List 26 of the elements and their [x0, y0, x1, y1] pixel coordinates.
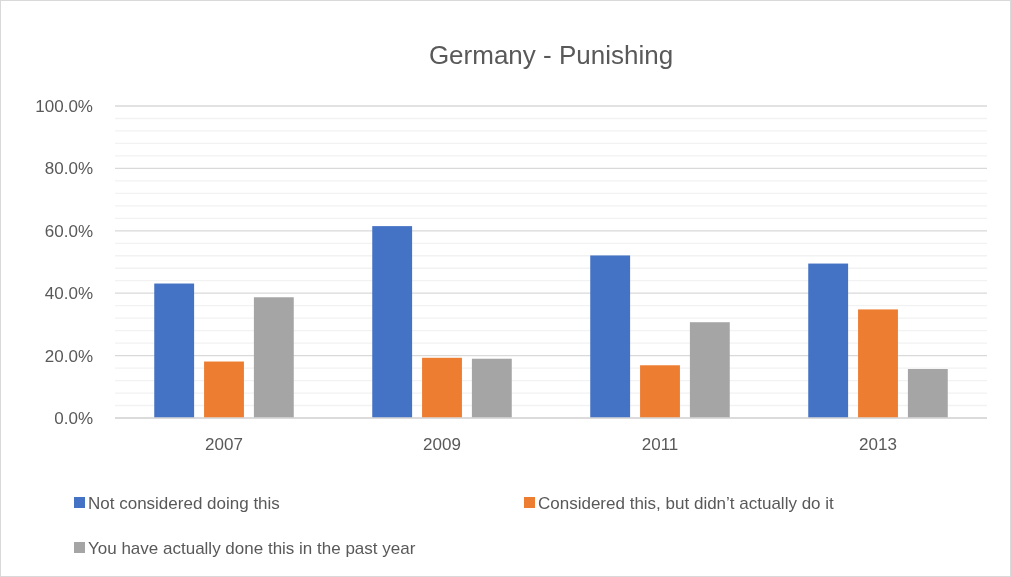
x-tick-label: 2013	[859, 435, 897, 454]
bar	[808, 263, 849, 418]
bar	[422, 357, 462, 418]
legend-label: Considered this, but didn’t actually do it	[538, 493, 835, 513]
x-tick-label: 2007	[205, 435, 243, 454]
bar	[640, 365, 680, 418]
bar	[858, 309, 898, 418]
bar	[471, 358, 512, 418]
y-tick-label: 100.0%	[35, 96, 93, 116]
bar	[590, 255, 631, 418]
bar	[372, 226, 413, 418]
chart-title: Germany - Punishing	[428, 40, 674, 70]
y-tick-label: 20.0%	[44, 346, 93, 366]
y-tick-label: 60.0%	[44, 221, 93, 241]
x-tick-label: 2009	[423, 435, 461, 454]
x-tick-label: 2011	[641, 435, 679, 454]
bar	[253, 297, 294, 418]
bar	[204, 361, 244, 418]
bar	[689, 322, 730, 418]
legend-label: You have actually done this in the past year	[88, 538, 416, 558]
bar	[154, 283, 195, 418]
bar	[907, 369, 948, 418]
y-tick-label: 40.0%	[44, 284, 93, 304]
legend-label: Not considered doing this	[88, 493, 280, 513]
y-tick-label: 80.0%	[44, 159, 93, 179]
y-tick-label: 0.0%	[54, 408, 93, 428]
